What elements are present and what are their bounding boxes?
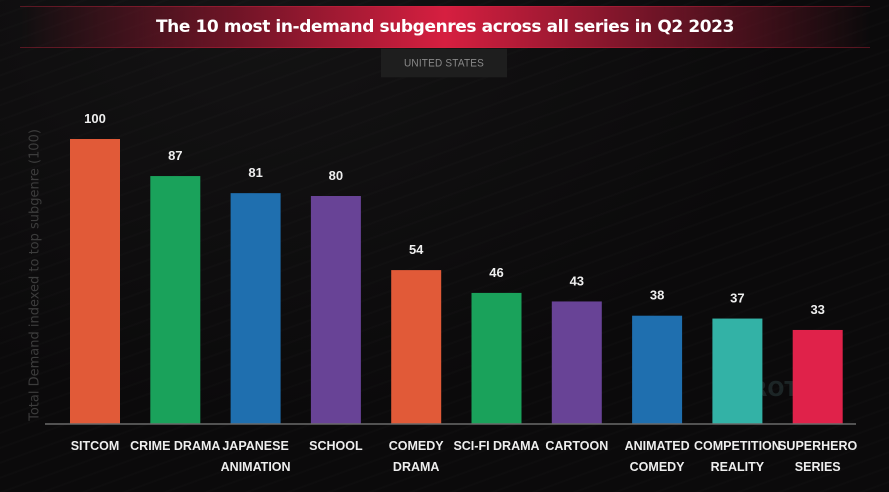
x-tick-label: CARTOON <box>545 439 608 453</box>
data-label: 81 <box>248 165 262 180</box>
data-label: 80 <box>329 168 343 183</box>
x-tick-label: ANIMATION <box>221 460 291 474</box>
x-tick-label: CRIME DRAMA <box>130 439 220 453</box>
x-tick-label: COMPETITION <box>694 439 781 453</box>
bar <box>792 329 843 424</box>
data-label: 38 <box>650 288 664 303</box>
x-tick-label: SUPERHERO <box>778 439 857 453</box>
x-tick-label: COMEDY <box>389 439 445 453</box>
bar <box>230 193 281 424</box>
data-label: 87 <box>168 148 182 163</box>
data-label: 100 <box>84 111 106 126</box>
bar <box>150 176 201 424</box>
x-tick-label: SITCOM <box>71 439 120 453</box>
x-tick-label: REALITY <box>711 460 765 474</box>
bar <box>471 292 522 424</box>
x-tick-label: COMEDY <box>630 460 686 474</box>
title-banner: The 10 most in-demand subgenres across a… <box>20 6 870 48</box>
bar <box>551 301 602 424</box>
data-label: 33 <box>810 302 824 317</box>
x-tick-label: SCI-FI DRAMA <box>453 439 539 453</box>
x-tick-label: ANIMATED <box>625 439 690 453</box>
x-tick-label: SERIES <box>795 460 841 474</box>
data-label: 43 <box>570 273 584 288</box>
bar <box>70 139 120 424</box>
region-label: UNITED STATES <box>381 48 507 78</box>
x-tick-label: SCHOOL <box>309 439 363 453</box>
bar <box>632 315 683 424</box>
data-label: 37 <box>730 291 744 306</box>
bar <box>712 318 763 424</box>
x-tick-label: JAPANESE <box>222 439 288 453</box>
data-label: 46 <box>489 265 503 280</box>
x-tick-label: DRAMA <box>393 460 440 474</box>
chart-title: The 10 most in-demand subgenres across a… <box>155 17 735 37</box>
bar <box>310 196 361 424</box>
bar <box>391 270 442 424</box>
data-label: 54 <box>409 242 424 257</box>
